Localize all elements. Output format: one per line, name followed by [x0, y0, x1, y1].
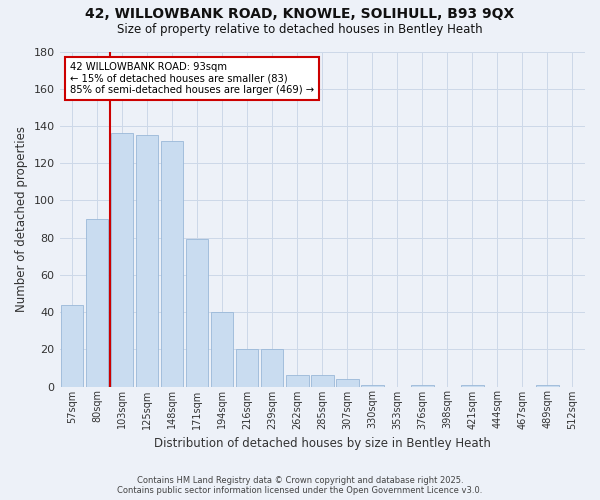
Bar	[111, 134, 133, 386]
Bar	[311, 376, 334, 386]
Text: Size of property relative to detached houses in Bentley Heath: Size of property relative to detached ho…	[117, 22, 483, 36]
Bar	[161, 141, 184, 386]
Bar	[286, 376, 308, 386]
Bar	[261, 350, 283, 387]
Bar	[136, 136, 158, 386]
Text: 42 WILLOWBANK ROAD: 93sqm
← 15% of detached houses are smaller (83)
85% of semi-: 42 WILLOWBANK ROAD: 93sqm ← 15% of detac…	[70, 62, 314, 95]
Bar	[61, 304, 83, 386]
Bar	[536, 384, 559, 386]
Text: 42, WILLOWBANK ROAD, KNOWLE, SOLIHULL, B93 9QX: 42, WILLOWBANK ROAD, KNOWLE, SOLIHULL, B…	[85, 8, 515, 22]
Bar	[411, 384, 434, 386]
Bar	[336, 379, 359, 386]
Y-axis label: Number of detached properties: Number of detached properties	[15, 126, 28, 312]
Bar	[86, 219, 109, 386]
Bar	[361, 384, 383, 386]
X-axis label: Distribution of detached houses by size in Bentley Heath: Distribution of detached houses by size …	[154, 437, 491, 450]
Bar	[461, 384, 484, 386]
Text: Contains HM Land Registry data © Crown copyright and database right 2025.
Contai: Contains HM Land Registry data © Crown c…	[118, 476, 482, 495]
Bar	[236, 350, 259, 387]
Bar	[186, 240, 208, 386]
Bar	[211, 312, 233, 386]
